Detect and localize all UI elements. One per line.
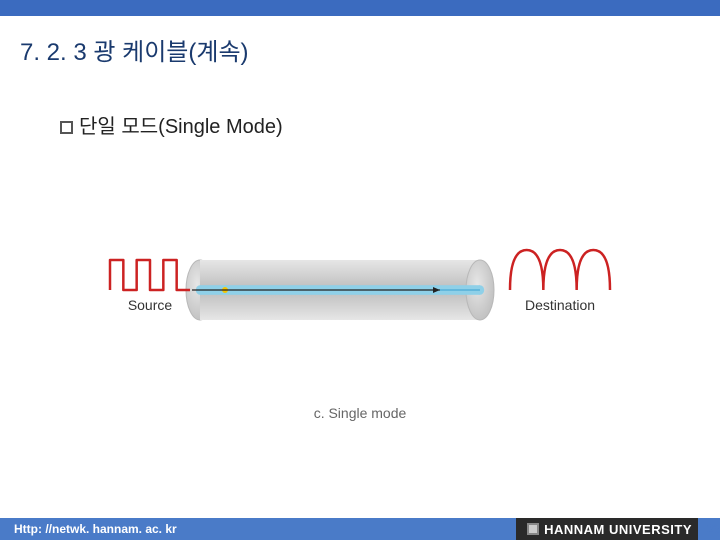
- bullet-square-icon: [60, 121, 73, 134]
- single-mode-diagram: Source Destination: [100, 230, 620, 390]
- svg-text:Source: Source: [128, 297, 173, 313]
- svg-text:Destination: Destination: [525, 297, 595, 313]
- footer-university: HANNAM UNIVERSITY: [544, 522, 692, 537]
- footer-bar: Http: //netwk. hannam. ac. kr HANNAM UNI…: [0, 518, 720, 540]
- slide-title: 7. 2. 3 광 케이블(계속): [20, 32, 249, 67]
- bullet-text: 단일 모드(Single Mode): [79, 116, 283, 138]
- footer-right: HANNAM UNIVERSITY: [516, 518, 698, 540]
- university-logo-icon: [526, 522, 540, 536]
- bullet-line: 단일 모드(Single Mode): [60, 110, 283, 139]
- footer-url: Http: //netwk. hannam. ac. kr: [0, 522, 177, 536]
- diagram-caption: c. Single mode: [0, 405, 720, 421]
- page-number: 23: [698, 522, 720, 536]
- top-accent-bar: [0, 0, 720, 16]
